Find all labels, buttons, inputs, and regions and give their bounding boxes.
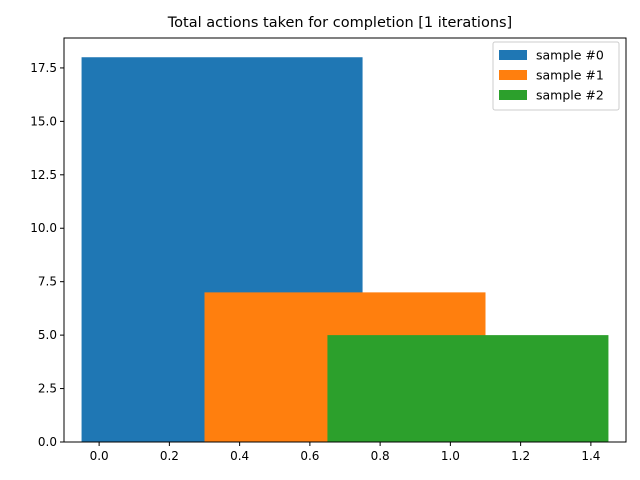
x-tick-label: 0.8 [371, 449, 390, 463]
x-tick-label: 0.0 [90, 449, 109, 463]
y-tick-label: 2.5 [38, 382, 57, 396]
chart-title: Total actions taken for completion [1 it… [167, 15, 512, 31]
y-tick-label: 7.5 [38, 275, 57, 289]
legend-swatch [499, 50, 527, 60]
y-tick-label: 5.0 [38, 328, 57, 342]
legend-label: sample #0 [536, 48, 604, 63]
y-tick-label: 15.0 [30, 114, 57, 128]
y-axis: 0.0 2.5 5.0 7.5 10.0 12.5 15.0 17.5 [30, 61, 64, 449]
x-tick-label: 1.4 [581, 449, 600, 463]
legend-swatch [499, 70, 527, 80]
legend-swatch [499, 90, 527, 100]
legend-label: sample #1 [536, 68, 604, 83]
x-tick-label: 1.0 [441, 449, 460, 463]
x-tick-label: 0.4 [230, 449, 249, 463]
y-tick-label: 0.0 [38, 435, 57, 449]
bars-group [81, 57, 609, 442]
legend: sample #0 sample #1 sample #2 [492, 41, 620, 111]
y-tick-label: 12.5 [30, 168, 57, 182]
x-tick-label: 0.2 [160, 449, 179, 463]
x-tick-label: 1.2 [511, 449, 530, 463]
legend-label: sample #2 [536, 88, 604, 103]
y-tick-label: 17.5 [30, 61, 57, 75]
bar-sample-2 [327, 335, 609, 442]
y-tick-label: 10.0 [30, 221, 57, 235]
x-tick-label: 0.6 [300, 449, 319, 463]
x-axis: 0.0 0.2 0.4 0.6 0.8 1.0 1.2 1.4 [90, 442, 600, 463]
plot-frame [63, 37, 627, 443]
